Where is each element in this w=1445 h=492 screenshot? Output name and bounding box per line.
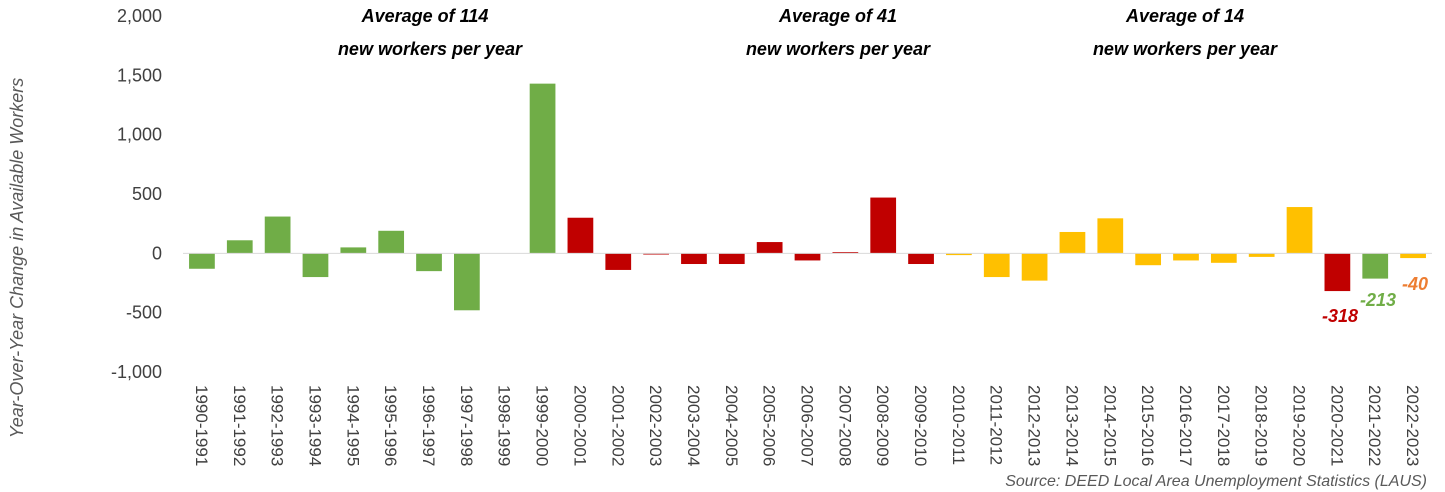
y-tick-label: 2,000 — [117, 6, 162, 26]
x-tick-label: 2015-2016 — [1138, 385, 1157, 466]
bar-2018-2019 — [1248, 253, 1275, 257]
y-tick-label: 0 — [152, 243, 162, 263]
data-labels: -318-213 -40 — [1322, 274, 1428, 326]
bar-2001-2002 — [605, 253, 632, 270]
x-tick-label: 2014-2015 — [1100, 385, 1119, 466]
bar-1999-2000 — [529, 83, 556, 254]
x-tick-label: 2010-2011 — [949, 385, 968, 465]
bar-1991-1992 — [226, 240, 253, 254]
annotation-new-workers: new workers per year — [1093, 39, 1278, 59]
bar-2019-2020 — [1286, 207, 1313, 254]
x-tick-label: 1996-1997 — [419, 385, 438, 466]
x-tick-label: 2001-2002 — [608, 385, 627, 466]
x-tick-label: 1994-1995 — [343, 385, 362, 466]
x-tick-label: 2022-2023 — [1403, 385, 1422, 466]
x-tick-label: 1999-2000 — [533, 385, 552, 466]
x-tick-label: 1993-1994 — [305, 385, 324, 466]
annotation-new-workers: new workers per year — [338, 39, 523, 59]
x-tick-label: 2011-2012 — [987, 385, 1006, 465]
x-tick-label: 2012-2013 — [1025, 385, 1044, 466]
x-tick-label: 2017-2018 — [1214, 385, 1233, 466]
bar-2007-2008 — [832, 252, 859, 254]
x-tick-label: 2004-2005 — [722, 385, 741, 466]
bar-1993-1994 — [302, 253, 329, 278]
bar-2020-2021 — [1324, 253, 1351, 292]
x-tick-label: 2003-2004 — [684, 385, 703, 466]
bar-2012-2013 — [1021, 253, 1048, 281]
x-tick-label: 1998-1999 — [495, 385, 514, 466]
bar-2015-2016 — [1135, 253, 1162, 266]
annotation-average: Average of 14 — [1125, 6, 1244, 26]
data-label-2021-2022: -213 — [1360, 290, 1396, 310]
x-tick-label: 2008-2009 — [873, 385, 892, 466]
bar-2013-2014 — [1059, 231, 1086, 254]
bar-1994-1995 — [340, 247, 367, 254]
bar-1990-1991 — [189, 253, 215, 269]
x-tick-label: 2002-2003 — [646, 385, 665, 466]
x-axis-ticks: 1990-1991 1991-1992 1992-1993 1993-1994 1994… — [192, 385, 1422, 466]
bar-2008-2009 — [870, 197, 897, 254]
bar-1992-1993 — [264, 216, 291, 254]
annotation-average: Average of 41 — [778, 6, 897, 26]
x-tick-label: 2000-2001 — [570, 385, 589, 466]
x-tick-label: 1991-1992 — [230, 385, 249, 466]
bar-2005-2006 — [756, 242, 783, 254]
bar-2014-2015 — [1097, 218, 1124, 254]
y-tick-label: 1,000 — [117, 125, 162, 145]
bar-2022-2023 — [1400, 253, 1426, 259]
x-tick-label: 2021-2022 — [1365, 385, 1384, 466]
x-tick-label: 1992-1993 — [268, 385, 287, 466]
y-tick-label: -1,000 — [111, 362, 162, 382]
bar-2002-2003 — [643, 253, 669, 255]
bar-2017-2018 — [1210, 253, 1237, 263]
x-tick-label: 2020-2021 — [1327, 385, 1346, 466]
x-tick-label: 1990-1991 — [192, 385, 211, 466]
bar-1995-1996 — [378, 230, 405, 254]
y-axis-title: Year-Over-Year Change in Available Worke… — [7, 78, 27, 439]
bar-2009-2010 — [908, 253, 934, 265]
y-tick-label: 500 — [132, 184, 162, 204]
bar-2000-2001 — [567, 217, 594, 254]
bar-1997-1998 — [454, 253, 480, 311]
data-label-2020-2021: -318 — [1322, 306, 1358, 326]
x-tick-label: 2006-2007 — [798, 385, 817, 466]
bars — [189, 83, 1426, 311]
x-tick-label: 2019-2020 — [1290, 385, 1309, 466]
x-tick-label: 2009-2010 — [911, 385, 930, 466]
x-tick-label: 2016-2017 — [1176, 385, 1195, 466]
y-axis-ticks: -1,000 -500 0 500 1,000 1,500 2,000 — [111, 6, 162, 382]
x-tick-label: 1997-1998 — [457, 385, 476, 466]
x-tick-label: 2018-2019 — [1252, 385, 1271, 466]
y-axis-label: Year-Over-Year Change in Available Worke… — [7, 78, 27, 439]
x-tick-label: 2005-2006 — [760, 385, 779, 466]
bar-2004-2005 — [718, 253, 745, 265]
bar-1996-1997 — [416, 253, 442, 272]
y-tick-label: -500 — [126, 303, 162, 323]
data-label-2022-2023: -40 — [1402, 274, 1428, 294]
x-tick-label: 2007-2008 — [835, 385, 854, 466]
y-tick-label: 1,500 — [117, 65, 162, 85]
bar-2003-2004 — [681, 253, 707, 265]
bar-2016-2017 — [1173, 253, 1199, 261]
bar-2011-2012 — [983, 253, 1010, 278]
bar-2021-2022 — [1362, 253, 1389, 279]
bar-2010-2011 — [946, 253, 972, 256]
x-tick-label: 2013-2014 — [1062, 385, 1081, 466]
bar-2006-2007 — [794, 253, 821, 261]
period-annotations: Average of 114 new workers per year Averag… — [338, 6, 1278, 59]
x-tick-label: 1995-1996 — [381, 385, 400, 466]
annotation-average: Average of 114 — [361, 6, 489, 26]
annotation-new-workers: new workers per year — [746, 39, 931, 59]
source-note: Source: DEED Local Area Unemployment Sta… — [1005, 473, 1427, 490]
